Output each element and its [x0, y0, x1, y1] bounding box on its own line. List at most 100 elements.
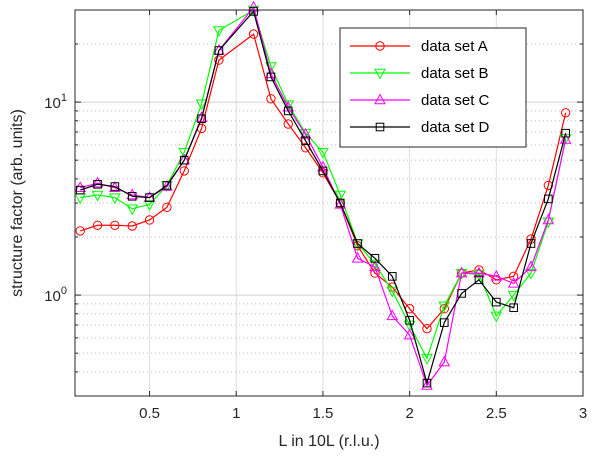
data-point — [525, 268, 537, 280]
data-point — [369, 259, 381, 271]
data-point — [334, 197, 347, 209]
data-point — [214, 46, 224, 55]
data-point — [179, 155, 189, 165]
data-point — [92, 220, 103, 230]
data-point — [283, 106, 293, 116]
data-point — [375, 41, 385, 51]
data-point — [387, 272, 397, 281]
data-point — [109, 193, 121, 205]
data-point — [369, 260, 381, 272]
data-point — [438, 355, 451, 367]
data-point — [543, 180, 554, 191]
data-point — [474, 275, 484, 285]
data-point — [317, 147, 329, 159]
data-point — [214, 55, 224, 65]
data-point — [509, 303, 518, 313]
legend-entry: data set C — [350, 92, 490, 109]
y-axis-label: structure factor (arb. units) — [9, 109, 26, 297]
data-point — [162, 202, 172, 212]
series-line — [80, 10, 567, 386]
data-point — [335, 198, 345, 208]
data-point — [370, 254, 380, 263]
data-point — [507, 276, 520, 288]
data-point — [473, 270, 485, 281]
data-point — [213, 26, 225, 38]
data-point — [490, 269, 503, 281]
data-point — [93, 179, 102, 189]
data-point — [386, 286, 399, 298]
data-point — [144, 215, 155, 225]
data-point — [110, 220, 120, 230]
x-tick-label: 2 — [405, 405, 413, 422]
data-point — [508, 271, 519, 282]
data-point — [439, 304, 449, 314]
y-tick-labels: 10 0 101 — [44, 92, 67, 305]
data-point — [490, 311, 503, 323]
legend-label: data set D — [421, 119, 490, 136]
ticks — [75, 10, 584, 397]
x-tick-label: 2.5 — [486, 405, 507, 422]
data-point — [110, 182, 120, 191]
data-point — [386, 309, 399, 321]
data-point — [560, 108, 571, 118]
data-point — [75, 226, 85, 236]
legend: data set A data set B data set C data set D — [339, 27, 527, 148]
data-point — [422, 323, 432, 334]
data-point — [249, 7, 258, 16]
data-point — [248, 29, 259, 39]
series-d — [75, 7, 570, 388]
x-tick-label: 1.5 — [313, 405, 334, 422]
data-point — [561, 128, 570, 138]
data-point — [127, 221, 137, 231]
data-point — [126, 188, 139, 200]
data-point — [195, 99, 208, 111]
data-point — [283, 119, 293, 129]
data-point — [109, 181, 121, 192]
data-point — [455, 266, 468, 278]
data-point — [375, 122, 385, 132]
data-point — [197, 114, 206, 124]
data-point — [438, 301, 451, 313]
legend-label: data set B — [421, 65, 489, 82]
data-point — [127, 191, 137, 201]
legend-entry: data set B — [350, 65, 489, 82]
y-tick-label-base: 10 — [44, 95, 61, 112]
data-point — [526, 239, 536, 248]
x-tick-label: 3 — [579, 405, 587, 422]
data-point — [374, 68, 386, 80]
data-point — [91, 176, 104, 188]
data-point — [74, 181, 87, 192]
x-tick-labels: 0.5 1 1.5 2 2.5 3 — [139, 405, 587, 422]
data-point — [559, 132, 572, 144]
legend-label: data set C — [421, 92, 490, 109]
data-point — [374, 93, 386, 105]
y-tick-label: 101 — [44, 92, 67, 112]
data-point — [492, 297, 501, 307]
legend-label: data set A — [421, 38, 488, 55]
data-point — [266, 72, 276, 82]
series-line — [80, 9, 567, 360]
data-point — [143, 200, 156, 211]
y-tick-label-exponent: 1 — [61, 92, 67, 104]
data-point — [457, 289, 466, 298]
x-axis-label: L in 10L (r.l.u.) — [278, 433, 379, 450]
series-group — [74, 0, 572, 390]
data-point — [439, 318, 449, 327]
data-point — [507, 290, 520, 302]
data-point — [351, 251, 364, 263]
data-point — [318, 166, 328, 176]
data-point — [544, 194, 553, 204]
data-point — [161, 180, 173, 191]
data-point — [405, 316, 414, 325]
data-point — [266, 94, 276, 104]
data-point — [421, 354, 433, 365]
data-point — [145, 193, 154, 202]
x-tick-label: 0.5 — [139, 405, 160, 422]
data-point — [126, 204, 139, 216]
y-tick-label-exponent: 0 — [61, 285, 67, 297]
data-point — [455, 268, 468, 280]
data-point — [353, 239, 362, 248]
data-point — [473, 266, 485, 278]
data-point — [301, 136, 310, 146]
